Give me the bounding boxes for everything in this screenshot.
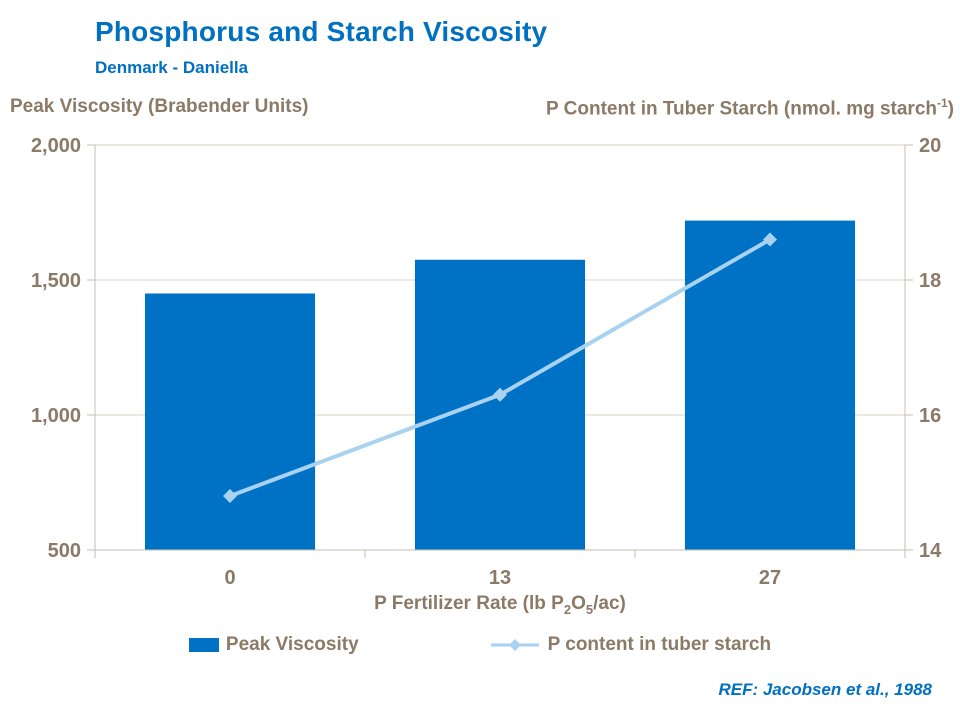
right-tick-label: 18 <box>919 270 941 292</box>
x-axis-title-sub-5: 5 <box>585 601 594 617</box>
x-tick-label: 27 <box>759 567 781 589</box>
left-tick-label: 2,000 <box>31 135 81 157</box>
legend-line-swatch-icon <box>490 639 539 651</box>
right-axis-title: P Content in Tuber Starch (nmol. mg star… <box>546 96 954 120</box>
legend-bar-label: Peak Viscosity <box>225 634 359 655</box>
bar <box>684 220 856 550</box>
legend-bar-swatch <box>188 638 219 652</box>
legend-line-label: P content in tuber starch <box>547 634 772 655</box>
legend: Peak Viscosity P content in tuber starch <box>0 634 960 656</box>
x-axis-title-mid: O <box>571 593 586 614</box>
right-tick-label: 16 <box>919 405 941 427</box>
x-axis-title-pre: P Fertilizer Rate (lb P <box>374 593 564 614</box>
line-marker <box>223 489 237 503</box>
left-axis-title-text: Peak Viscosity (Brabender Units) <box>10 96 309 117</box>
right-axis-title-text: P Content in Tuber Starch (nmol. mg star… <box>546 98 937 120</box>
line-marker <box>763 232 777 247</box>
left-tick-label: 1,000 <box>31 405 81 427</box>
bar <box>144 293 316 550</box>
right-axis-title-superscript: -1 <box>937 96 948 110</box>
legend-item-p-content: P content in tuber starch <box>489 634 771 656</box>
chart-title: Phosphorus and Starch Viscosity <box>95 16 548 47</box>
line-marker <box>493 387 507 402</box>
left-tick-label: 1,500 <box>31 270 81 292</box>
reference-citation: REF: Jacobsen et al., 1988 <box>718 680 932 699</box>
x-tick-label: 13 <box>489 567 511 589</box>
x-tick-label: 0 <box>224 567 235 589</box>
left-tick-label: 500 <box>48 540 81 562</box>
left-axis-title: Peak Viscosity (Brabender Units) <box>10 96 308 118</box>
right-tick-label: 14 <box>919 540 942 562</box>
x-axis-title: P Fertilizer Rate (lb P2O5/ac) <box>95 593 905 617</box>
x-axis-title-post: /ac) <box>593 593 626 614</box>
bar <box>414 259 586 550</box>
right-axis-title-close: ) <box>947 98 954 120</box>
right-tick-label: 20 <box>919 135 941 157</box>
legend-line-swatch <box>489 637 541 653</box>
x-axis-title-sub-2: 2 <box>563 601 572 617</box>
legend-item-peak-viscosity: Peak Viscosity <box>188 634 359 656</box>
chart-subtitle: Denmark - Daniella <box>95 58 249 77</box>
